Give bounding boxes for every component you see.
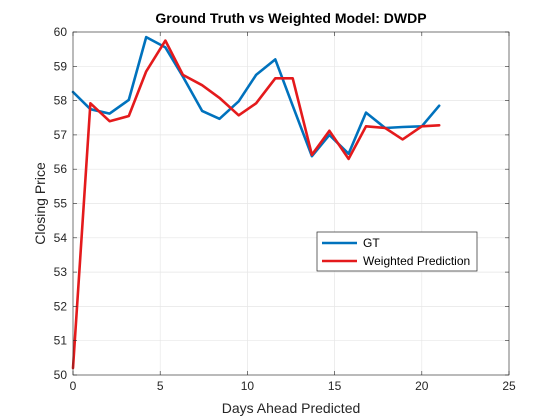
legend: GT Weighted Prediction bbox=[317, 232, 477, 271]
y-tick-label: 50 bbox=[54, 368, 68, 382]
y-tick-label: 54 bbox=[54, 231, 68, 245]
legend-entry-label: Weighted Prediction bbox=[363, 254, 470, 268]
x-tick-label: 0 bbox=[70, 379, 77, 393]
x-tick-label: 10 bbox=[241, 379, 255, 393]
y-tick-label: 55 bbox=[54, 197, 68, 211]
y-tick-label: 60 bbox=[54, 25, 68, 39]
x-tick-label: 15 bbox=[328, 379, 342, 393]
y-tick-label: 51 bbox=[54, 334, 68, 348]
y-tick-label: 52 bbox=[54, 299, 68, 313]
x-axis-label: Days Ahead Predicted bbox=[222, 400, 361, 416]
y-tick-label: 53 bbox=[54, 265, 68, 279]
y-tick-label: 59 bbox=[54, 59, 68, 73]
chart-title: Ground Truth vs Weighted Model: DWDP bbox=[155, 10, 426, 26]
x-tick-label: 20 bbox=[415, 379, 429, 393]
y-tick-label: 57 bbox=[54, 128, 68, 142]
legend-entry-label: GT bbox=[363, 236, 380, 250]
x-tick-label: 25 bbox=[502, 379, 516, 393]
y-axis-label: Closing Price bbox=[32, 162, 48, 245]
x-tick-label: 5 bbox=[157, 379, 164, 393]
y-tick-label: 56 bbox=[54, 162, 68, 176]
y-tick-label: 58 bbox=[54, 94, 68, 108]
